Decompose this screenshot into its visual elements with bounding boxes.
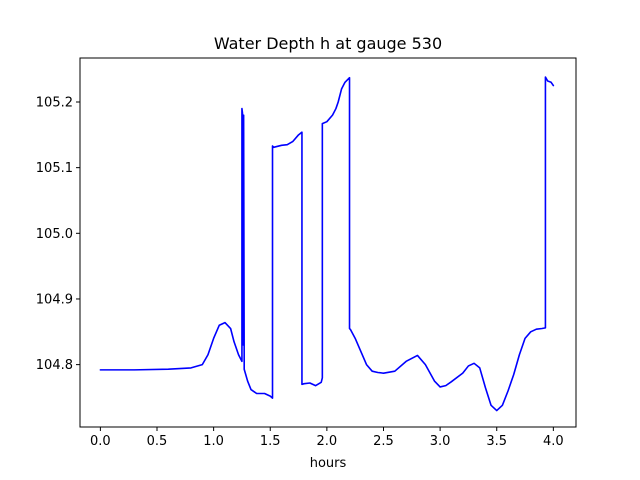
plot-area: 0.0 0.5 1.0 1.5 2.0 2.5 3.0 3.5 4.0 104.8 104.9 105…	[36, 57, 577, 449]
x-tick-label: 0.5	[147, 434, 168, 449]
y-tick-label: 105.1	[36, 161, 73, 176]
y-tick-label: 104.9	[36, 292, 73, 307]
y-tick-label: 105.2	[36, 95, 73, 110]
axes-frame	[79, 57, 577, 428]
x-tick-label: 2.5	[373, 434, 394, 449]
y-tick-label: 105.0	[36, 227, 73, 242]
y-tick-label: 104.8	[36, 358, 73, 373]
chart-title: Water Depth h at gauge 530	[214, 34, 442, 53]
x-tick-label: 1.5	[260, 434, 281, 449]
x-tick-label: 3.0	[430, 434, 451, 449]
x-tick-label: 1.0	[203, 434, 224, 449]
x-tick-label: 4.0	[543, 434, 564, 449]
series-line-0	[99, 76, 555, 412]
x-axis-label: hours	[310, 456, 347, 471]
x-tick-label: 2.0	[317, 434, 338, 449]
x-tick-label: 0.0	[90, 434, 111, 449]
x-tick-label: 3.5	[486, 434, 507, 449]
